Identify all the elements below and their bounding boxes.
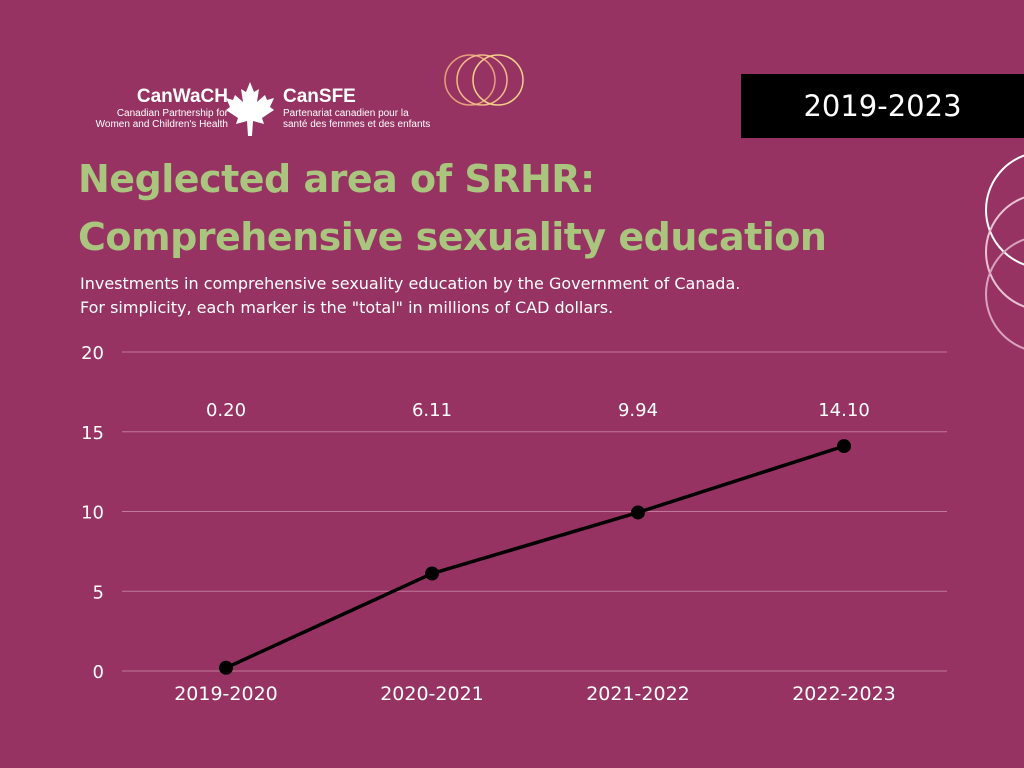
x-tick-label: 2019-2020 <box>174 683 278 705</box>
y-tick-label: 20 <box>81 343 104 364</box>
y-tick-label: 10 <box>81 503 104 524</box>
series-line <box>225 444 845 670</box>
data-point <box>631 505 645 520</box>
x-axis-ticks: 2019-2020 2020-2021 2021-2022 2022-2023 <box>174 683 896 705</box>
logo-fr-name: CanSFE <box>283 86 356 107</box>
series-layer <box>219 439 851 675</box>
x-tick-label: 2021-2022 <box>586 683 690 705</box>
y-axis-ticks: 0 5 10 15 20 <box>81 343 104 683</box>
y-tick-label: 5 <box>93 582 104 603</box>
data-point <box>425 566 439 581</box>
x-tick-label: 2020-2021 <box>380 683 484 705</box>
year-range-badge: 2019-2023 <box>741 74 1024 138</box>
logo-fr-sub-2: santé des femmes et des enfants <box>283 119 431 130</box>
logo-en-name: CanWaCH <box>136 86 228 107</box>
title-line-2: Comprehensive sexuality education <box>78 215 827 259</box>
logo-canwach: CanWaCH Canadian Partnership for Women a… <box>78 86 228 130</box>
title-line-1: Neglected area of SRHR: <box>78 157 595 201</box>
description-line-1: Investments in comprehensive sexuality e… <box>80 274 741 293</box>
maple-leaf-icon <box>226 82 274 136</box>
data-label: 0.20 <box>206 400 246 421</box>
logo-en-sub-1: Canadian Partnership for <box>116 108 228 119</box>
y-tick-label: 0 <box>93 662 104 683</box>
page-title: Neglected area of SRHR: Comprehensive se… <box>78 150 958 266</box>
data-labels: 0.20 6.11 9.94 14.10 <box>206 400 870 421</box>
decorative-arcs <box>985 154 1024 350</box>
logo-en-sub-2: Women and Children's Health <box>95 119 228 130</box>
description-line-2: For simplicity, each marker is the "tota… <box>80 298 614 317</box>
y-tick-label: 15 <box>81 423 104 444</box>
data-label: 14.10 <box>818 400 870 421</box>
x-tick-label: 2022-2023 <box>792 683 896 705</box>
data-label: 9.94 <box>618 400 658 421</box>
grid-layer <box>122 351 947 672</box>
chart-description: Investments in comprehensive sexuality e… <box>80 272 960 320</box>
data-point <box>837 439 851 454</box>
logo-fr-sub-1: Partenariat canadien pour la <box>283 108 409 119</box>
data-point <box>219 660 233 675</box>
data-label: 6.11 <box>412 400 452 421</box>
decorative-rings <box>444 54 524 106</box>
logo-cansfe: CanSFE Partenariat canadien pour la sant… <box>283 86 483 130</box>
